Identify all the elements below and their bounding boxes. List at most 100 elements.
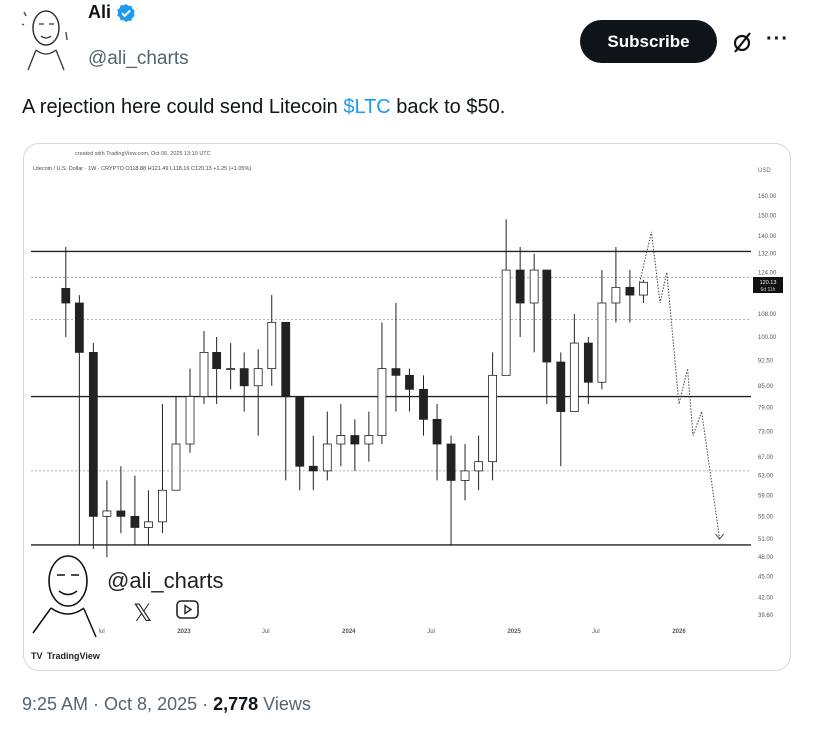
- candle-body: [295, 396, 305, 467]
- candle-body: [460, 470, 470, 481]
- candle-body: [116, 510, 126, 517]
- candle-body: [212, 351, 222, 370]
- candle-body: [61, 287, 71, 304]
- candle-body: [102, 510, 112, 517]
- x-tick-label: 2025: [507, 629, 521, 635]
- tweet-date[interactable]: Oct 8, 2025: [104, 694, 198, 714]
- price-badge-countdown: 6d 11h: [761, 287, 776, 293]
- views-count: 2,778: [213, 694, 259, 714]
- candle-body: [474, 461, 483, 472]
- candle-body: [226, 368, 236, 371]
- y-tick-label: 85.00: [758, 384, 774, 390]
- x-tick-label: Jul: [592, 629, 600, 635]
- candle-body: [639, 281, 648, 296]
- candle-body: [542, 269, 552, 363]
- candle-body: [322, 443, 332, 472]
- candle-body: [88, 351, 98, 517]
- candle-body: [569, 342, 579, 412]
- y-tick-label: 132.00: [758, 252, 777, 258]
- y-tick-label: 160.00: [758, 194, 777, 200]
- author-name[interactable]: Ali: [88, 2, 136, 23]
- candle-body: [556, 361, 566, 412]
- x-logo-icon: 𝕏: [133, 600, 152, 627]
- candle-body: [583, 342, 593, 383]
- tradingview-chart: created with TradingView.com, Oct 06, 20…: [29, 151, 783, 661]
- y-tick-label: 39.60: [758, 613, 774, 619]
- candle-body: [611, 286, 621, 304]
- y-tick-label: 79.00: [758, 406, 774, 412]
- y-tick-label: 59.00: [758, 493, 774, 499]
- price-badge-price: 120.13: [760, 280, 777, 286]
- chart-image[interactable]: created with TradingView.com, Oct 06, 20…: [23, 143, 791, 671]
- more-options-button[interactable]: ···: [766, 28, 789, 50]
- candle-body: [405, 374, 414, 390]
- tweet-time[interactable]: 9:25 AM: [22, 694, 89, 714]
- chart-created-line: created with TradingView.com, Oct 06, 20…: [75, 151, 211, 157]
- y-tick-label: 48.00: [758, 555, 774, 561]
- y-tick-label: 63.00: [758, 474, 774, 480]
- y-tick-label: 67.00: [758, 455, 774, 461]
- y-tick-label: 140.00: [758, 234, 777, 240]
- x-tick-label: 2024: [342, 629, 356, 635]
- projection-path: [639, 231, 721, 540]
- candle-body: [74, 302, 84, 353]
- views-label: Views: [263, 694, 311, 714]
- candle-body: [171, 443, 181, 491]
- y-tick-label: 51.00: [758, 537, 774, 543]
- candle-body: [185, 396, 195, 445]
- candle-body: [199, 351, 209, 397]
- x-tick-label: Jul: [97, 629, 105, 635]
- candle-body: [515, 269, 525, 304]
- candle-body: [239, 368, 249, 387]
- candle-body: [625, 286, 635, 296]
- author-handle[interactable]: @ali_charts: [88, 48, 189, 69]
- candle-body: [144, 521, 153, 528]
- tradingview-logo-icon: TV: [31, 651, 43, 661]
- candle-body: [391, 368, 401, 376]
- cashtag-link[interactable]: $LTC: [343, 96, 391, 118]
- projection-arrowhead: [715, 533, 725, 540]
- verified-badge-icon: [117, 3, 135, 22]
- chart-symbol-line: Litecoin / U.S. Dollar · 1W · CRYPTO O11…: [33, 166, 251, 172]
- candle-body: [529, 269, 539, 304]
- sketch-portrait-avatar-icon: [21, 10, 68, 71]
- candle-body: [419, 388, 428, 420]
- y-tick-label: 55.00: [758, 514, 774, 520]
- candle-body: [488, 374, 498, 463]
- x-tick-label: Jul: [262, 629, 270, 635]
- y-tick-label: 150.00: [758, 213, 777, 219]
- y-tick-label: 73.00: [758, 429, 774, 435]
- candle-body: [350, 435, 360, 445]
- y-tick-label: 45.00: [758, 575, 774, 581]
- candle-body: [446, 443, 456, 481]
- y-tick-label: 108.00: [758, 312, 777, 318]
- y-tick-label: 124.00: [758, 270, 777, 276]
- x-tick-label: Jul: [427, 629, 435, 635]
- price-badge: 120.13 6d 11h: [753, 277, 783, 293]
- tweet-text-end: back to $50.: [390, 96, 506, 118]
- watermark-handle: @ali_charts: [107, 568, 224, 593]
- candle-body: [281, 321, 291, 397]
- author-name-text: Ali: [88, 2, 112, 22]
- tweet-text-start: A rejection here could send Litecoin: [22, 96, 344, 118]
- watermark-portrait-icon: [29, 549, 99, 639]
- tradingview-brand: TradingView: [47, 651, 101, 661]
- currency-label: USD: [758, 168, 771, 174]
- candle-body: [253, 368, 263, 387]
- avatar[interactable]: [20, 2, 72, 72]
- slashed-circle-icon[interactable]: [730, 30, 754, 54]
- y-tick-label: 100.00: [758, 335, 777, 341]
- y-tick-label: 92.50: [758, 358, 774, 364]
- y-tick-label: 42.00: [758, 595, 774, 601]
- candle-body: [597, 302, 607, 383]
- candle-body: [364, 435, 374, 445]
- candle-body: [267, 321, 277, 370]
- tweet-text: A rejection here could send Litecoin $LT…: [22, 96, 505, 119]
- candle-body: [308, 465, 318, 472]
- candle-body: [501, 269, 511, 376]
- subscribe-button[interactable]: Subscribe: [580, 20, 717, 63]
- candle-body: [158, 489, 167, 523]
- x-tick-label: 2023: [177, 629, 191, 635]
- tweet-meta: 9:25 AM · Oct 8, 2025 · 2,778 Views: [22, 694, 311, 714]
- candle-body: [377, 368, 387, 436]
